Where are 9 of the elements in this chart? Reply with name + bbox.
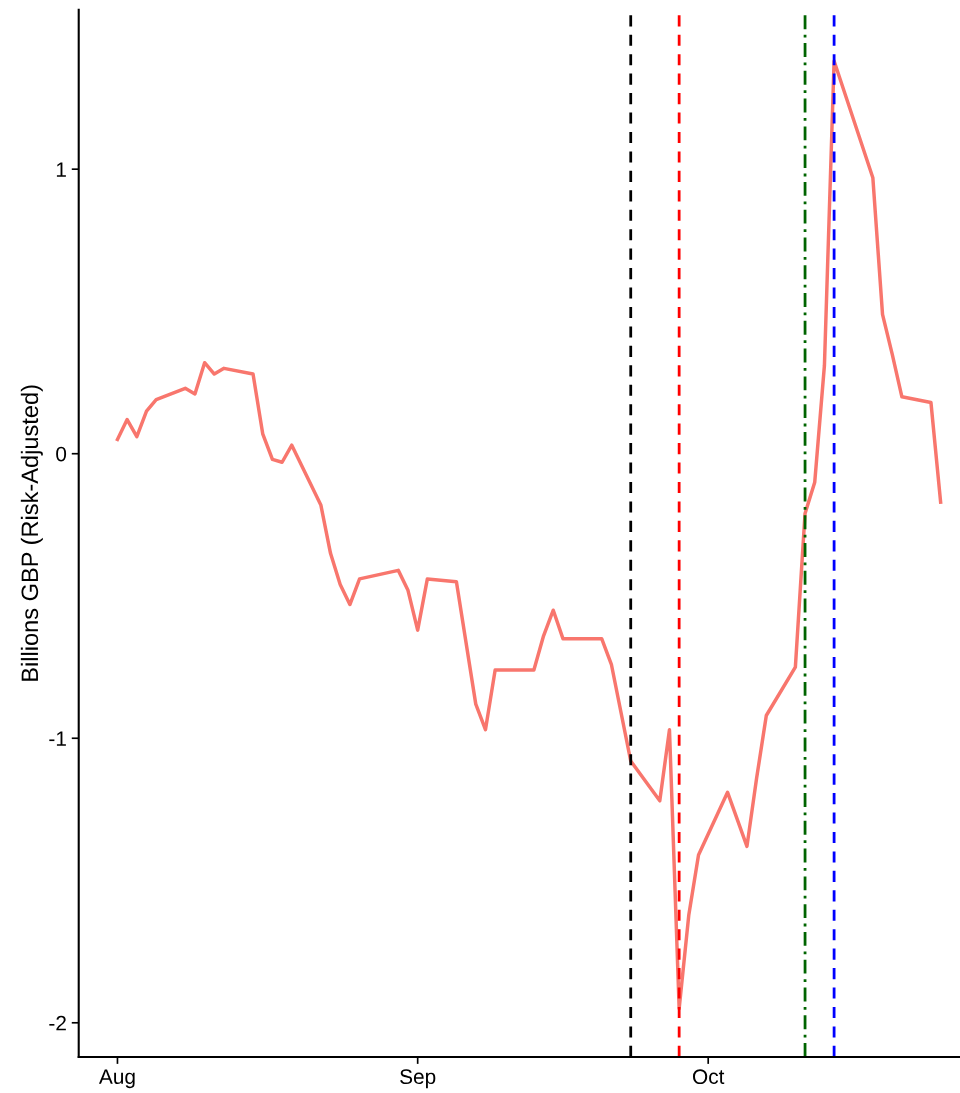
y-axis-title: Billions GBP (Risk-Adjusted) <box>20 385 43 681</box>
y-tick-label: 0 <box>56 446 67 462</box>
y-tick-label: -1 <box>49 731 66 746</box>
line-series <box>115 59 943 1011</box>
x-tick-label: Aug <box>98 1069 135 1089</box>
y-tick-label: -2 <box>49 1015 66 1031</box>
x-tick-label: Sep <box>400 1069 436 1089</box>
y-tick-label: 1 <box>56 162 66 177</box>
x-tick-label: Oct <box>692 1069 725 1085</box>
